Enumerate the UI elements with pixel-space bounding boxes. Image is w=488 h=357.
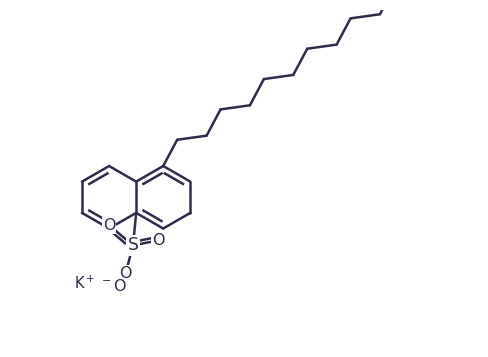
Text: $^-$O: $^-$O [99,278,127,294]
Text: S: S [127,236,138,255]
Text: O: O [151,233,164,248]
Text: K$^+$: K$^+$ [74,274,95,292]
Text: O: O [119,266,131,281]
Text: O: O [103,218,115,233]
